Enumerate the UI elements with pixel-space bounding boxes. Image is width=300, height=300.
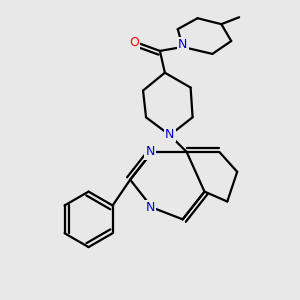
Text: O: O xyxy=(129,37,139,50)
Text: N: N xyxy=(145,201,155,214)
Text: N: N xyxy=(178,38,188,52)
Text: N: N xyxy=(145,146,155,158)
Text: N: N xyxy=(165,128,175,141)
